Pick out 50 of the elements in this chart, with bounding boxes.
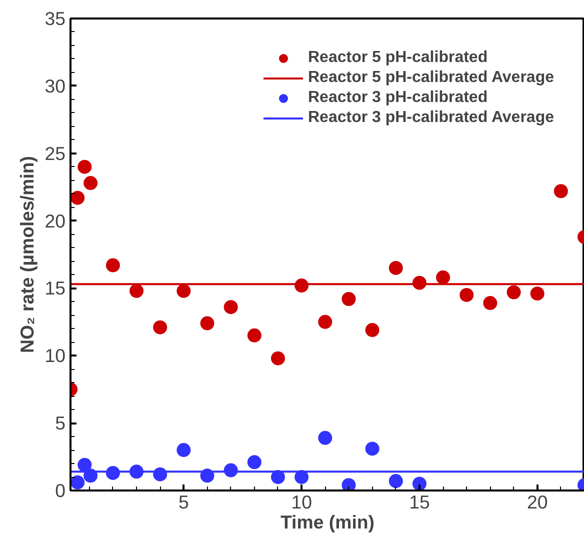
point — [130, 284, 144, 298]
point — [436, 270, 450, 284]
point — [460, 288, 474, 302]
point — [70, 475, 85, 490]
point — [247, 328, 262, 342]
point — [554, 184, 568, 198]
legend-label: Reactor 3 pH-calibrated — [308, 89, 488, 107]
y-tick-label: 25 — [44, 142, 66, 164]
x-tick-label: 20 — [526, 492, 548, 512]
point — [483, 296, 498, 310]
point — [84, 176, 98, 190]
point — [176, 443, 191, 458]
point — [412, 476, 426, 490]
y-tick-label: 35 — [44, 8, 66, 29]
point — [224, 300, 238, 314]
y-tick-label: 0 — [55, 480, 66, 501]
legend-label: Reactor 5 pH-calibrated Average — [308, 69, 554, 87]
point — [342, 478, 356, 490]
point — [106, 258, 120, 272]
point — [530, 286, 544, 301]
y-tick-label: 10 — [44, 345, 66, 366]
x-tick-label: 5 — [178, 492, 189, 512]
point — [200, 316, 214, 330]
point — [78, 160, 92, 174]
point — [247, 455, 262, 470]
point — [318, 314, 332, 329]
x-tick-label: 10 — [291, 492, 312, 512]
legend-label: Reactor 5 pH-calibrated — [308, 49, 488, 67]
y-tick-label: 5 — [55, 412, 66, 434]
point — [78, 458, 92, 472]
point — [318, 430, 332, 445]
point — [342, 292, 356, 306]
point — [294, 470, 309, 484]
point — [388, 474, 403, 488]
point — [365, 442, 380, 456]
x-tick-label: 15 — [409, 492, 430, 512]
y-tick-label: 15 — [44, 278, 66, 299]
point — [365, 323, 380, 338]
point — [388, 261, 403, 275]
x-axis-title: Time (min) — [280, 512, 374, 532]
point — [506, 285, 521, 300]
point — [176, 284, 191, 298]
y-tick-label: 20 — [44, 210, 66, 232]
y-tick-label: 30 — [44, 75, 66, 96]
point — [153, 320, 168, 334]
point — [70, 190, 85, 205]
legend-label: Reactor 3 pH-calibrated Average — [308, 109, 554, 127]
y-axis-title: NO₂ rate (μmoles/min) — [16, 156, 38, 353]
point — [270, 351, 285, 366]
point — [270, 470, 285, 484]
